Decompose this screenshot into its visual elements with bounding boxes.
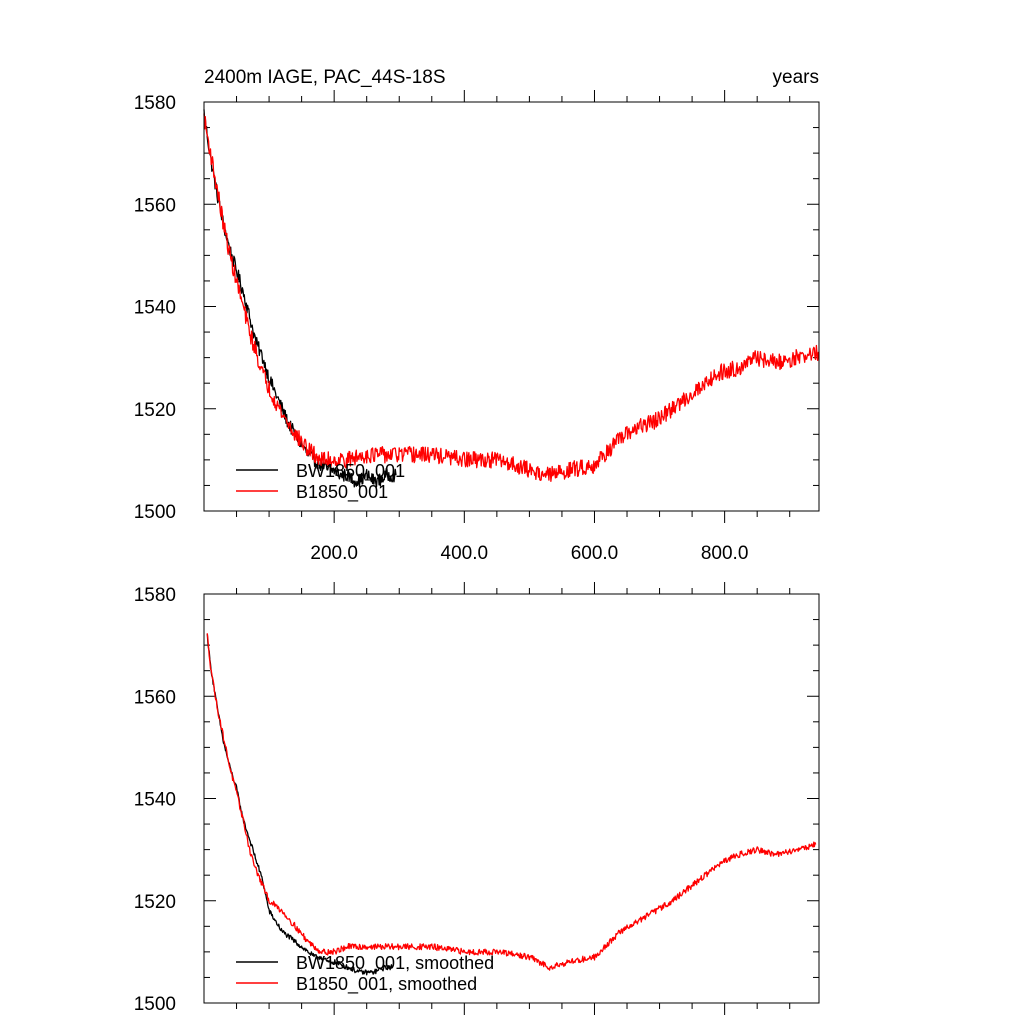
panel-title-right: years — [773, 67, 819, 88]
legend-label: B1850_001 — [296, 482, 388, 503]
bottom-panel: 1500 1520 1540 1560 1580 BW1850_001, smoothe… — [134, 582, 820, 1015]
series-line-0 — [206, 633, 394, 976]
series-line-0 — [203, 109, 397, 488]
y-tick-label: 1580 — [134, 585, 176, 606]
x-tick-label: 800.0 — [701, 543, 749, 564]
y-tick-label: 1540 — [134, 790, 176, 811]
axis-ticks — [204, 90, 819, 523]
series-layer — [203, 109, 820, 488]
plot-frame — [203, 101, 820, 512]
series-layer — [206, 633, 817, 976]
y-tick-label: 1560 — [134, 195, 176, 216]
plot-frame — [203, 593, 820, 1004]
y-tick-label: 1500 — [134, 502, 176, 523]
x-tick-label: 600.0 — [571, 543, 619, 564]
y-tick-label: 1560 — [134, 687, 176, 708]
legend-label: BW1850_001 — [296, 461, 405, 482]
x-tick-label: 200.0 — [310, 543, 358, 564]
axis-ticks — [204, 582, 819, 1015]
series-line-1 — [206, 633, 817, 971]
y-tick-label: 1520 — [134, 400, 176, 421]
top-panel: 2400m IAGE, PAC_44S-18S years 1500152015… — [134, 67, 820, 564]
panel-title-left: 2400m IAGE, PAC_44S-18S — [204, 67, 446, 88]
series-line-1 — [203, 113, 820, 482]
x-tick-label: 400.0 — [441, 543, 489, 564]
y-tick-labels: 1500 1520 1540 1560 1580 — [134, 93, 176, 523]
legend-label: BW1850_001, smoothed — [296, 953, 494, 974]
y-tick-labels: 1500 1520 1540 1560 1580 — [134, 585, 176, 1015]
y-tick-label: 1500 — [134, 994, 176, 1015]
y-tick-label: 1580 — [134, 93, 176, 114]
y-tick-label: 1520 — [134, 892, 176, 913]
legend-label: B1850_001, smoothed — [296, 974, 477, 995]
x-tick-labels: 200.0 400.0 600.0 800.0 — [310, 543, 748, 564]
y-tick-label: 1540 — [134, 298, 176, 319]
